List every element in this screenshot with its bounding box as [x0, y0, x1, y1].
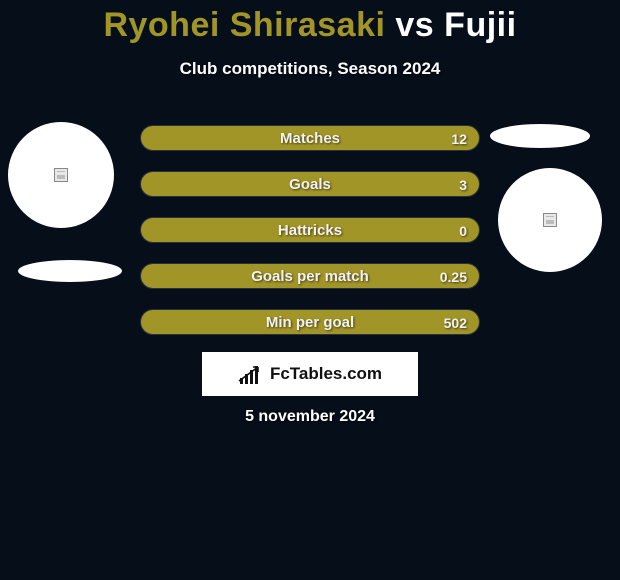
stat-label: Hattricks — [141, 218, 479, 242]
subtitle: Club competitions, Season 2024 — [0, 59, 620, 79]
comparison-title: Ryohei Shirasaki vs Fujii — [0, 0, 620, 45]
player1-name: Ryohei Shirasaki — [103, 6, 385, 44]
player2-name: Fujii — [444, 6, 516, 44]
stat-row: Min per goal502 — [140, 309, 480, 335]
stat-row: Goals per match0.25 — [140, 263, 480, 289]
stat-row: Matches12 — [140, 125, 480, 151]
stat-label: Matches — [141, 126, 479, 150]
stats-container: Matches12 Goals3 Hattricks0 Goals per match… — [140, 125, 480, 355]
brand-text: FcTables.com — [270, 364, 382, 384]
stat-value: 0.25 — [440, 264, 467, 288]
stat-row: Hattricks0 — [140, 217, 480, 243]
stat-row: Goals3 — [140, 171, 480, 197]
vs-text: vs — [385, 6, 444, 44]
stat-value: 0 — [459, 218, 467, 242]
stat-value: 502 — [444, 310, 467, 334]
stat-label: Goals per match — [141, 264, 479, 288]
stat-value: 12 — [451, 126, 467, 150]
avatar-placeholder-icon — [54, 168, 68, 182]
player1-avatar-circle — [8, 122, 114, 228]
avatar-placeholder-icon — [543, 213, 557, 227]
player2-avatar-circle — [498, 168, 602, 272]
stat-value: 3 — [459, 172, 467, 196]
player1-shadow — [18, 260, 122, 282]
player2-shadow — [490, 124, 590, 148]
date: 5 november 2024 — [0, 408, 620, 426]
stat-label: Min per goal — [141, 310, 479, 334]
brand-box: FcTables.com — [202, 352, 418, 396]
stat-label: Goals — [141, 172, 479, 196]
brand-chart-icon — [238, 364, 264, 384]
